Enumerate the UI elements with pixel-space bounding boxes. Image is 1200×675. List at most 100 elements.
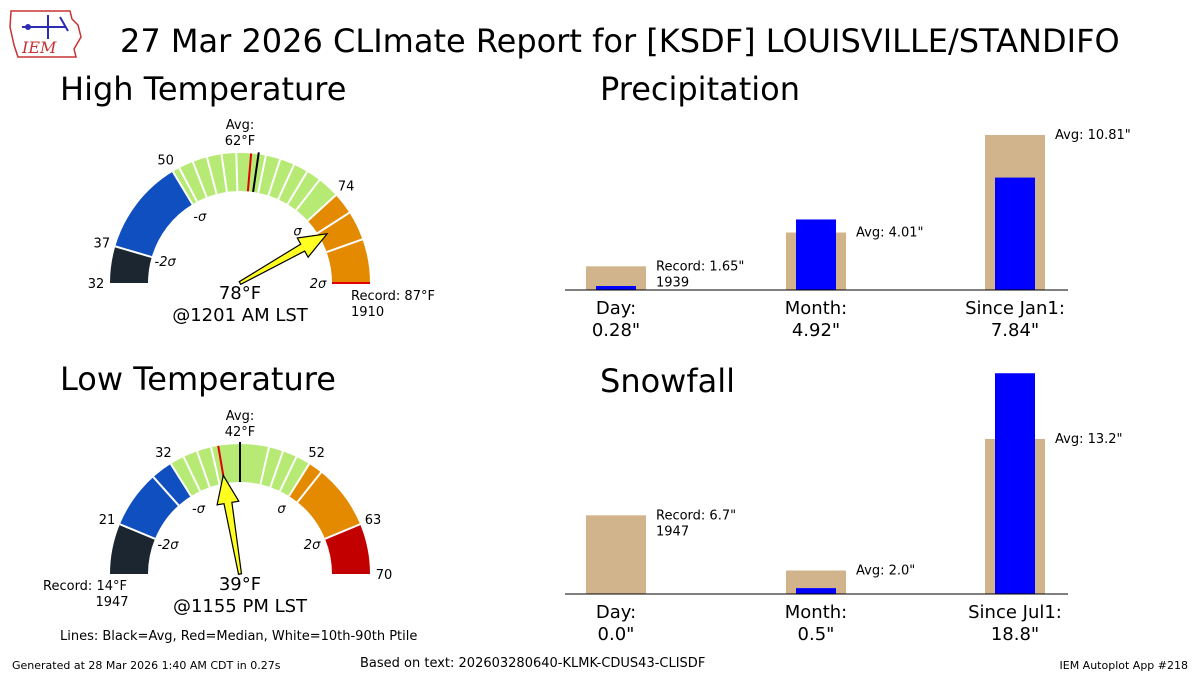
band-boundary-line: [119, 523, 156, 540]
bar-observed: [796, 219, 836, 290]
bar-annotation: Avg: 13.2": [1055, 432, 1123, 447]
percentile-line: [235, 153, 239, 192]
gauge-tick-label: 52: [308, 446, 325, 461]
based-on-text: Based on text: 202603280640-KLMK-CDUS43-…: [360, 656, 706, 671]
gauge-2: [110, 442, 370, 575]
record-label: Record: 87°F: [351, 289, 435, 304]
band-boundary-line: [169, 463, 192, 497]
sigma-label: σ: [277, 502, 286, 517]
bar-annotation-sub: 1939: [656, 275, 689, 290]
percentile-line: [205, 157, 218, 195]
gauge-tick-label: 32: [88, 277, 105, 292]
percentile-line: [286, 171, 308, 205]
percentile-line: [191, 161, 208, 198]
observed-time-label: @1201 AM LST: [172, 305, 309, 326]
bar-chart-1: [565, 135, 1068, 291]
gauge-tick-label: 21: [99, 513, 116, 528]
bar-annotation: Record: 1.65": [656, 259, 744, 274]
avg-label: Avg:: [226, 118, 254, 133]
category-value-label: 0.28": [592, 320, 640, 341]
percentile-line: [220, 154, 228, 193]
avg-value-label: 42°F: [225, 425, 256, 440]
bar-annotation: Avg: 2.0": [856, 564, 915, 579]
bar-avg: [586, 515, 646, 594]
category-label: Month:: [785, 298, 847, 319]
band-boundary-line: [324, 523, 361, 540]
category-label: Since Jul1:: [968, 602, 1062, 623]
observed-value-label: 39°F: [219, 574, 261, 595]
average-line: [252, 152, 260, 193]
gauge-tick-label: 37: [94, 236, 111, 251]
sigma-label: σ: [293, 224, 302, 239]
observed-time-label: @1155 PM LST: [173, 596, 308, 617]
percentile-line: [267, 159, 282, 196]
gauge-tick-label: 74: [338, 180, 355, 195]
record-label: Record: 14°F: [43, 579, 127, 594]
percentile-line: [279, 456, 298, 492]
percentile-line: [152, 476, 180, 507]
bar-chart-3: [565, 373, 1068, 595]
generated-text: Generated at 28 Mar 2026 1:40 AM CDT in …: [12, 659, 281, 672]
gauge-band: [119, 463, 192, 539]
sigma-label: -2σ: [157, 538, 179, 553]
low-temp-title: Low Temperature: [60, 360, 336, 398]
gauge-tick-label: 50: [157, 154, 174, 169]
record-year-label: 1910: [351, 305, 384, 320]
gauge-band: [288, 463, 361, 539]
bar-annotation: Avg: 10.81": [1055, 128, 1131, 143]
percentile-line: [259, 447, 270, 485]
gauge-band: [110, 246, 152, 283]
avg-label: Avg:: [226, 409, 254, 424]
precip-title: Precipitation: [600, 70, 801, 108]
category-value-label: 4.92": [792, 320, 840, 341]
bar-annotation: Record: 6.7": [656, 508, 736, 523]
category-label: Day:: [596, 602, 636, 623]
category-label: Day:: [596, 298, 636, 319]
band-boundary-line: [288, 463, 311, 497]
app-text: IEM Autoplot App #218: [1059, 659, 1189, 672]
percentile-line: [277, 164, 295, 200]
bar-observed: [796, 588, 836, 594]
iem-logo: IEM: [9, 10, 82, 58]
band-boundary-line: [172, 171, 194, 205]
gauge-0: [110, 152, 370, 286]
gauge-band: [115, 171, 193, 258]
percentile-line: [257, 155, 267, 194]
percentile-line: [316, 211, 350, 235]
sigma-label: -σ: [192, 502, 206, 517]
category-label: Since Jan1:: [965, 298, 1065, 319]
bar-observed: [596, 285, 636, 290]
percentile-line: [269, 450, 284, 488]
bar-annotation-sub: 1947: [656, 524, 689, 539]
category-value-label: 0.0": [598, 624, 635, 645]
bar-avg: [586, 266, 646, 290]
category-value-label: 18.8": [991, 624, 1039, 645]
median-line: [246, 153, 253, 192]
percentile-line: [178, 167, 198, 203]
gauge-tick-label: 70: [376, 568, 393, 583]
sigma-label: -2σ: [155, 255, 177, 270]
svg-text:IEM: IEM: [21, 38, 57, 57]
high-temp-title: High Temperature: [60, 70, 347, 108]
observed-needle: [238, 233, 329, 286]
percentile-line: [210, 447, 221, 485]
percentile-line: [326, 238, 363, 254]
gauge-band: [324, 524, 370, 574]
avg-value-label: 62°F: [225, 134, 256, 149]
sigma-label: -σ: [193, 210, 207, 225]
bar-observed: [995, 373, 1035, 594]
percentile-line: [182, 456, 201, 492]
page-title: 27 Mar 2026 CLImate Report for [KSDF] LO…: [120, 22, 1120, 60]
snowfall-title: Snowfall: [600, 362, 735, 400]
percentile-line: [296, 471, 322, 503]
category-value-label: 0.5": [798, 624, 835, 645]
gauge-band: [307, 195, 370, 283]
gauge-tick-label: 32: [155, 446, 172, 461]
gauge-tick-label: 63: [365, 513, 382, 528]
bar-observed: [995, 177, 1035, 290]
percentile-line: [196, 450, 211, 488]
record-year-label: 1947: [95, 595, 128, 610]
lines-note: Lines: Black=Avg, Red=Median, White=10th…: [60, 629, 418, 644]
sigma-label: 2σ: [304, 538, 321, 553]
